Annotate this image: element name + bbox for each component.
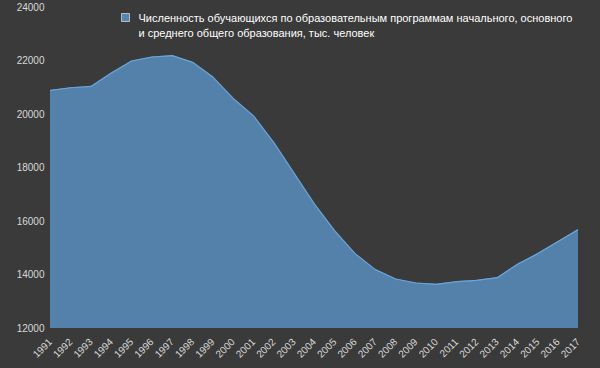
svg-text:2005: 2005 xyxy=(315,336,339,360)
svg-text:1993: 1993 xyxy=(71,336,95,360)
svg-text:1998: 1998 xyxy=(173,336,197,360)
svg-text:22000: 22000 xyxy=(17,55,45,66)
svg-text:2012: 2012 xyxy=(457,336,481,360)
svg-text:2010: 2010 xyxy=(417,336,441,360)
svg-text:2003: 2003 xyxy=(274,336,298,360)
svg-text:2008: 2008 xyxy=(376,336,400,360)
svg-text:2014: 2014 xyxy=(498,336,522,360)
svg-text:1991: 1991 xyxy=(31,336,55,360)
svg-text:14000: 14000 xyxy=(17,269,45,280)
svg-text:2009: 2009 xyxy=(396,336,420,360)
svg-text:1992: 1992 xyxy=(51,336,75,360)
svg-text:2007: 2007 xyxy=(356,336,380,360)
svg-text:2011: 2011 xyxy=(437,336,460,359)
svg-text:18000: 18000 xyxy=(17,162,45,173)
svg-text:2015: 2015 xyxy=(518,336,542,360)
svg-text:2016: 2016 xyxy=(538,336,562,360)
svg-text:2017: 2017 xyxy=(559,336,583,360)
svg-text:2013: 2013 xyxy=(477,336,501,360)
svg-text:1996: 1996 xyxy=(132,336,156,360)
svg-text:12000: 12000 xyxy=(17,323,45,334)
svg-text:2004: 2004 xyxy=(295,336,319,360)
svg-text:1995: 1995 xyxy=(112,336,136,360)
svg-text:1999: 1999 xyxy=(193,336,217,360)
svg-text:1994: 1994 xyxy=(92,336,116,360)
svg-text:2002: 2002 xyxy=(254,336,278,360)
svg-text:2000: 2000 xyxy=(213,336,237,360)
svg-text:2006: 2006 xyxy=(335,336,359,360)
svg-text:1997: 1997 xyxy=(153,336,177,360)
svg-text:Численность обучающихся по обр: Численность обучающихся по образовательн… xyxy=(139,12,573,39)
svg-text:20000: 20000 xyxy=(17,109,45,120)
svg-text:24000: 24000 xyxy=(17,2,45,13)
svg-text:16000: 16000 xyxy=(17,216,45,227)
svg-text:2001: 2001 xyxy=(234,336,258,360)
